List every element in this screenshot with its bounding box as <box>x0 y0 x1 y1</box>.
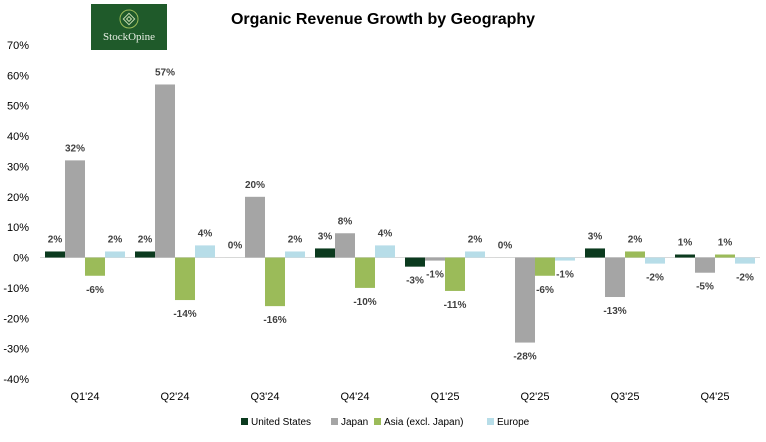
data-label: 0% <box>498 241 513 252</box>
bar-japan <box>425 257 445 261</box>
diamond-logo-icon <box>119 9 139 29</box>
bar-united-states <box>135 251 155 258</box>
y-tick-label: 10% <box>7 222 29 234</box>
data-label: -14% <box>173 309 196 320</box>
bar-asia-excl-japan- <box>175 257 195 301</box>
bar-europe <box>105 251 125 258</box>
data-label: -13% <box>603 306 626 317</box>
bar-japan <box>65 160 85 258</box>
x-tick-label: Q2'24 <box>160 391 189 403</box>
data-label: 20% <box>245 180 265 191</box>
x-tick-label: Q1'25 <box>430 391 459 403</box>
data-label: -1% <box>556 270 574 281</box>
data-label: 2% <box>108 234 123 245</box>
data-label: 4% <box>378 228 393 239</box>
data-label: -3% <box>406 276 424 287</box>
data-label: -11% <box>444 300 467 311</box>
bar-asia-excl-japan- <box>625 251 645 258</box>
chart-title: Organic Revenue Growth by Geography <box>231 11 535 28</box>
bar-asia-excl-japan- <box>445 257 465 291</box>
y-tick-label: -10% <box>3 283 29 295</box>
legend-label: United States <box>251 417 311 428</box>
bar-japan <box>605 257 625 298</box>
y-tick-label: -30% <box>3 344 29 356</box>
bar-europe <box>285 251 305 258</box>
data-label: 1% <box>718 238 733 249</box>
bar-europe <box>645 257 665 264</box>
y-tick-label: -40% <box>3 374 29 386</box>
bar-united-states <box>45 251 65 258</box>
logo-text: StockOpine <box>103 31 155 43</box>
bar-united-states <box>675 254 695 258</box>
data-label: -28% <box>513 352 536 363</box>
y-tick-label: -20% <box>3 313 29 325</box>
data-label: 4% <box>198 228 213 239</box>
bar-asia-excl-japan- <box>85 257 105 276</box>
data-label: -6% <box>536 285 554 296</box>
data-label: 8% <box>338 216 353 227</box>
bar-europe <box>195 245 215 258</box>
stockopine-logo: StockOpine <box>91 4 167 50</box>
data-label: 0% <box>228 241 243 252</box>
bar-europe <box>735 257 755 264</box>
bar-japan <box>335 233 355 258</box>
bar-europe <box>465 251 485 258</box>
legend-swatch <box>331 418 338 425</box>
x-tick-label: Q2'25 <box>520 391 549 403</box>
data-label: 3% <box>318 231 333 242</box>
y-tick-label: 70% <box>7 40 29 52</box>
data-label: 32% <box>65 143 85 154</box>
legend-swatch <box>374 418 381 425</box>
legend-label: Japan <box>341 417 368 428</box>
data-label: -10% <box>353 297 376 308</box>
data-label: 2% <box>628 234 643 245</box>
x-tick-label: Q3'25 <box>610 391 639 403</box>
data-label: 57% <box>155 67 175 78</box>
data-label: 3% <box>588 231 603 242</box>
data-label: -2% <box>736 273 754 284</box>
data-label: 1% <box>678 238 693 249</box>
x-tick-label: Q3'24 <box>250 391 279 403</box>
bar-united-states <box>315 248 335 258</box>
y-tick-label: 20% <box>7 192 29 204</box>
data-label: -16% <box>263 315 286 326</box>
y-tick-label: 60% <box>7 70 29 82</box>
bar-japan <box>695 257 715 273</box>
y-tick-label: 50% <box>7 101 29 113</box>
x-tick-label: Q1'24 <box>70 391 99 403</box>
bar-japan <box>155 84 175 258</box>
data-label: -1% <box>426 270 444 281</box>
bar-europe <box>555 257 575 261</box>
bar-asia-excl-japan- <box>715 254 735 258</box>
bar-japan <box>245 196 265 258</box>
y-tick-label: 30% <box>7 161 29 173</box>
bar-asia-excl-japan- <box>265 257 285 307</box>
data-label: 2% <box>468 234 483 245</box>
legend-label: Europe <box>497 417 530 428</box>
y-tick-label: 0% <box>13 253 29 265</box>
data-label: 2% <box>138 234 153 245</box>
data-label: -2% <box>646 273 664 284</box>
bar-asia-excl-japan- <box>535 257 555 276</box>
x-tick-label: Q4'25 <box>700 391 729 403</box>
y-tick-label: 40% <box>7 131 29 143</box>
x-tick-label: Q4'24 <box>340 391 369 403</box>
legend-swatch <box>241 418 248 425</box>
data-label: -6% <box>86 285 104 296</box>
data-label: 2% <box>288 234 303 245</box>
bar-europe <box>375 245 395 258</box>
bar-asia-excl-japan- <box>355 257 375 288</box>
bar-united-states <box>405 257 425 267</box>
bar-united-states <box>585 248 605 258</box>
data-label: 2% <box>48 234 63 245</box>
bar-japan <box>515 257 535 343</box>
legend-swatch <box>487 418 494 425</box>
legend-label: Asia (excl. Japan) <box>384 417 463 428</box>
data-label: -5% <box>696 282 714 293</box>
